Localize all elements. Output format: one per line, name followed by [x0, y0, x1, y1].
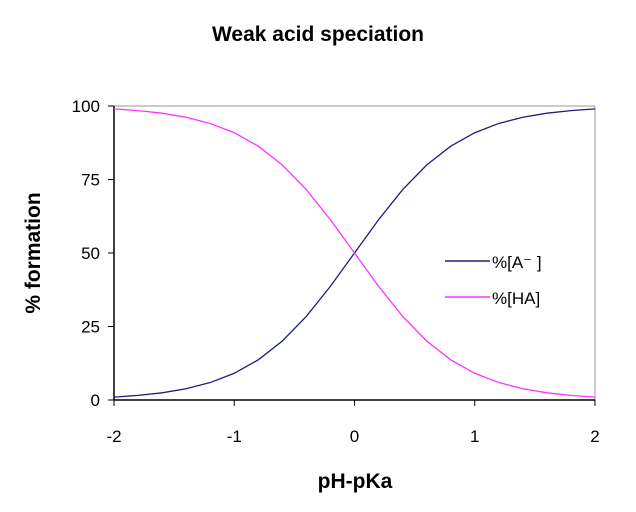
x-axis-label: pH-pKa: [318, 470, 393, 493]
x-tick-label: 0: [350, 427, 359, 446]
chart-title: Weak acid speciation: [212, 23, 424, 46]
series-line-1: [113, 108, 596, 398]
x-tick-label: -2: [106, 427, 121, 446]
y-tick-label: 25: [81, 318, 100, 337]
x-tick-label: 2: [590, 427, 599, 446]
y-tick-label: 100: [72, 97, 100, 116]
y-tick-label: 0: [91, 391, 100, 410]
x-tick-label: 1: [470, 427, 479, 446]
legend-label-1: %[HA]: [492, 289, 540, 308]
y-tick-label: 50: [81, 244, 100, 263]
y-axis-label: % formation: [22, 192, 45, 313]
x-tick-label: -1: [227, 427, 242, 446]
legend-label-0: %[A⁻ ]: [492, 253, 542, 272]
y-tick-label: 75: [81, 171, 100, 190]
